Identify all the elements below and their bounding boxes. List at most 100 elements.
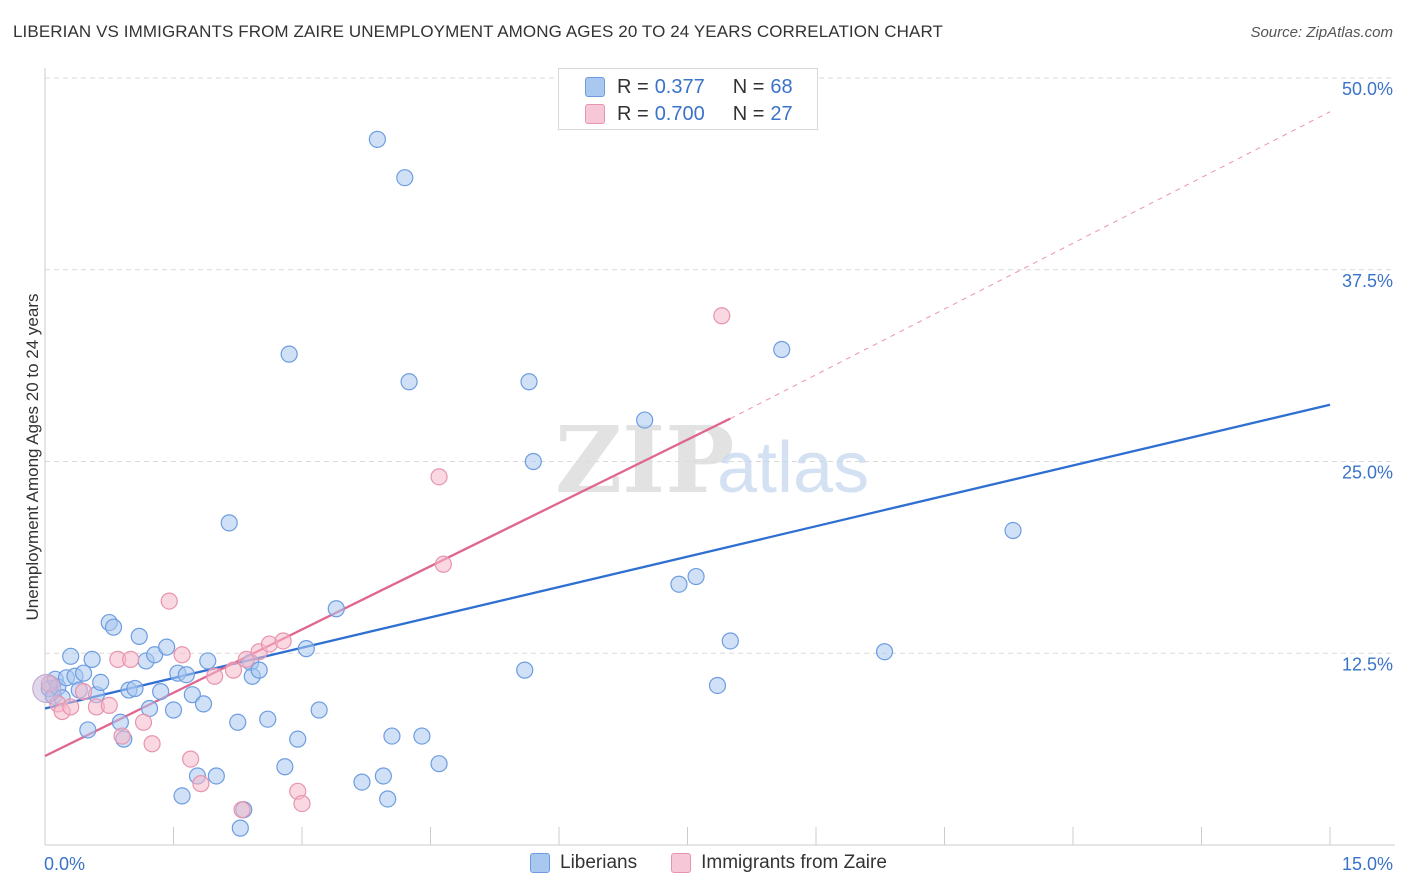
liberians-point xyxy=(276,758,294,776)
n-label: N = xyxy=(732,102,765,125)
zaire-point xyxy=(293,794,311,813)
liberians-point xyxy=(516,661,534,679)
zaire-r-value: 0.700 xyxy=(654,102,705,125)
liberians-point xyxy=(368,130,386,148)
liberians-point xyxy=(83,650,101,668)
zaire-n-value: 27 xyxy=(770,102,793,125)
liberians-point xyxy=(126,679,144,698)
liberians-point xyxy=(164,701,183,719)
liberians-point xyxy=(177,666,195,684)
zaire-point xyxy=(233,801,251,819)
zaire-point xyxy=(173,646,191,664)
liberians-point xyxy=(289,730,307,748)
zaire-point xyxy=(143,735,161,753)
liberians-point xyxy=(310,701,328,719)
zaire-swatch xyxy=(585,104,605,124)
legend-label-zaire: Immigrants from Zaire xyxy=(701,852,887,873)
liberians-point xyxy=(183,686,201,704)
liberians-point xyxy=(194,695,213,713)
liberians-point xyxy=(231,819,249,837)
liberians-point xyxy=(207,767,225,785)
liberians-point xyxy=(383,727,401,745)
zaire-legend-swatch xyxy=(671,853,692,873)
zaire-point xyxy=(237,650,255,668)
liberians-point xyxy=(400,373,418,391)
r-label: R = xyxy=(617,102,649,125)
liberians-n-value: 68 xyxy=(770,75,793,98)
legend-item-liberians[interactable]: Liberians xyxy=(530,852,637,874)
zaire-point xyxy=(74,682,93,701)
zaire-point xyxy=(122,650,140,668)
grid-lines xyxy=(45,77,1395,654)
correlation-legend: R = 0.377 N = 68 R = 0.700 N = 27 xyxy=(558,68,818,130)
liberians-swatch xyxy=(585,77,605,97)
liberians-point xyxy=(875,643,894,661)
liberians-point xyxy=(130,627,148,645)
y-tick-label: 25.0% xyxy=(1342,463,1393,483)
liberians-point xyxy=(396,169,414,187)
liberians-point xyxy=(104,618,123,636)
axes xyxy=(44,68,1395,846)
zaire-point xyxy=(274,632,292,650)
liberians-point xyxy=(524,452,542,471)
data-points xyxy=(32,130,1022,837)
liberians-point xyxy=(670,575,688,593)
liberians-point xyxy=(297,640,315,658)
x-tick-label-max: 15.0% xyxy=(1342,854,1393,874)
zaire-point xyxy=(713,307,731,325)
y-axis-title: Unemployment Among Ages 20 to 24 years xyxy=(23,294,42,621)
liberians-point xyxy=(413,727,431,745)
chart-title: LIBERIAN VS IMMIGRANTS FROM ZAIRE UNEMPL… xyxy=(13,22,944,41)
liberians-point xyxy=(636,411,654,429)
liberians-point xyxy=(199,652,217,670)
r-label: R = xyxy=(617,75,649,98)
watermark-atlas: atlas xyxy=(717,428,869,508)
liberians-r-value: 0.377 xyxy=(654,75,705,98)
liberians-point xyxy=(62,647,80,665)
cluster-point xyxy=(32,674,62,704)
liberians-point xyxy=(353,773,371,791)
legend-row-zaire: R = 0.700 N = 27 xyxy=(585,102,793,126)
zaire-point xyxy=(100,696,118,715)
n-label: N = xyxy=(732,75,765,98)
watermark: ZIPatlas xyxy=(555,406,869,514)
zaire-point xyxy=(134,713,153,731)
zaire-point xyxy=(430,468,448,486)
liberians-point xyxy=(327,600,345,618)
liberians-point xyxy=(687,567,705,586)
liberians-point xyxy=(92,673,110,691)
liberians-point xyxy=(158,638,176,656)
zaire-point xyxy=(160,592,178,610)
zaire-point xyxy=(206,667,224,685)
zaire-point xyxy=(192,775,210,793)
legend-item-zaire[interactable]: Immigrants from Zaire xyxy=(671,852,887,874)
legend-label-liberians: Liberians xyxy=(560,852,638,873)
liberians-point xyxy=(146,646,164,664)
legend-row-liberians: R = 0.377 N = 68 xyxy=(585,75,793,99)
liberians-point xyxy=(708,676,727,695)
zaire-point xyxy=(434,555,452,573)
zaire-point xyxy=(62,698,80,716)
axis-labels: 12.5% 25.0% 37.5% 50.0% 0.0% 15.0% Unemploymen… xyxy=(23,79,1393,874)
y-tick-label: 12.5% xyxy=(1342,654,1393,674)
liberians-point xyxy=(280,345,298,363)
liberians-legend-swatch xyxy=(530,853,550,873)
y-tick-label: 37.5% xyxy=(1342,271,1393,291)
zaire-point xyxy=(113,727,131,745)
zaire-trend-extension xyxy=(730,111,1331,419)
liberians-point xyxy=(773,340,791,359)
zaire-point xyxy=(224,661,243,679)
liberians-point xyxy=(374,767,392,785)
liberians-point xyxy=(220,514,238,532)
liberians-point xyxy=(173,787,191,805)
liberians-point xyxy=(152,682,170,701)
x-tick-label-min: 0.0% xyxy=(44,854,85,874)
liberians-point xyxy=(74,664,93,682)
liberians-point xyxy=(430,755,448,773)
liberians-point xyxy=(721,632,739,650)
liberians-point xyxy=(259,710,277,728)
liberians-point xyxy=(379,790,397,808)
zaire-point xyxy=(182,750,200,768)
liberians-point xyxy=(250,661,268,679)
